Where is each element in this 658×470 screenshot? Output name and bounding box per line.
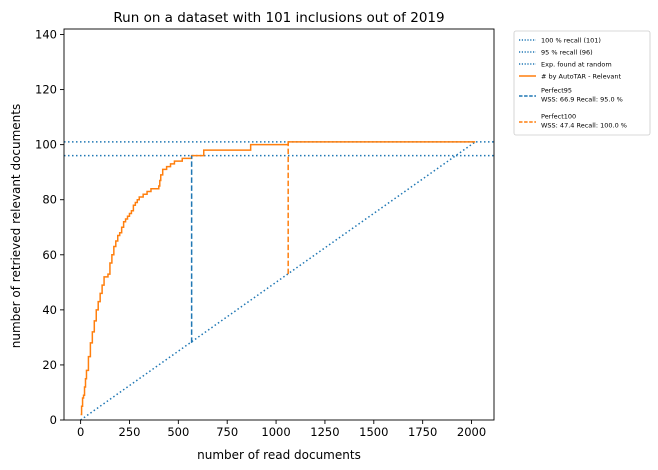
x-tick-label: 1250 <box>310 425 339 439</box>
chart-title: Run on a dataset with 101 inclusions out… <box>113 10 444 26</box>
x-tick-label: 750 <box>216 425 238 439</box>
x-axis-label: number of read documents <box>197 448 361 462</box>
x-tick-label: 1500 <box>359 425 388 439</box>
y-tick-label: 100 <box>35 138 57 152</box>
legend-label-perfect100: Perfect100 <box>541 113 576 121</box>
y-tick-label: 40 <box>42 303 57 317</box>
y-axis-label: number of retrieved relevant documents <box>9 104 23 349</box>
legend-label-exp-found-at-random: Exp. found at random <box>541 61 612 69</box>
legend-label-perfect95: Perfect95 <box>541 87 572 95</box>
series-exp-found-at-random <box>80 141 476 420</box>
legend-label-95-recall-96: 95 % recall (96) <box>541 49 593 57</box>
x-tick-label: 500 <box>167 425 189 439</box>
legend-label-by-autotar-relevant: # by AutoTAR - Relevant <box>541 73 622 81</box>
y-tick-label: 60 <box>42 248 57 262</box>
x-tick-label: 1750 <box>408 425 437 439</box>
series-by-autotar-relevant <box>80 141 476 416</box>
legend-label-100-recall-101: 100 % recall (101) <box>541 37 601 45</box>
x-tick-label: 0 <box>77 425 84 439</box>
legend-sublabel-perfect100: WSS: 47.4 Recall: 100.0 % <box>541 122 627 130</box>
x-tick-label: 2000 <box>457 425 486 439</box>
plot-frame <box>63 28 495 421</box>
y-tick-label: 0 <box>50 413 57 427</box>
series-group <box>64 141 494 420</box>
x-tick-label: 1000 <box>261 425 290 439</box>
y-tick-label: 140 <box>35 28 57 42</box>
y-tick-label: 20 <box>42 358 57 372</box>
y-tick-label: 120 <box>35 83 57 97</box>
y-tick-label: 80 <box>42 193 57 207</box>
legend: 100 % recall (101) 95 % recall (96) Exp. f… <box>513 30 651 136</box>
plot-area: 0 250 500 750 1000 1250 1500 1750 2000 0 20 40 60 80 1… <box>35 28 495 439</box>
legend-sublabel-perfect95: WSS: 66.9 Recall: 95.0 % <box>541 96 623 104</box>
x-tick-label: 250 <box>119 425 141 439</box>
legend-box <box>513 30 651 136</box>
